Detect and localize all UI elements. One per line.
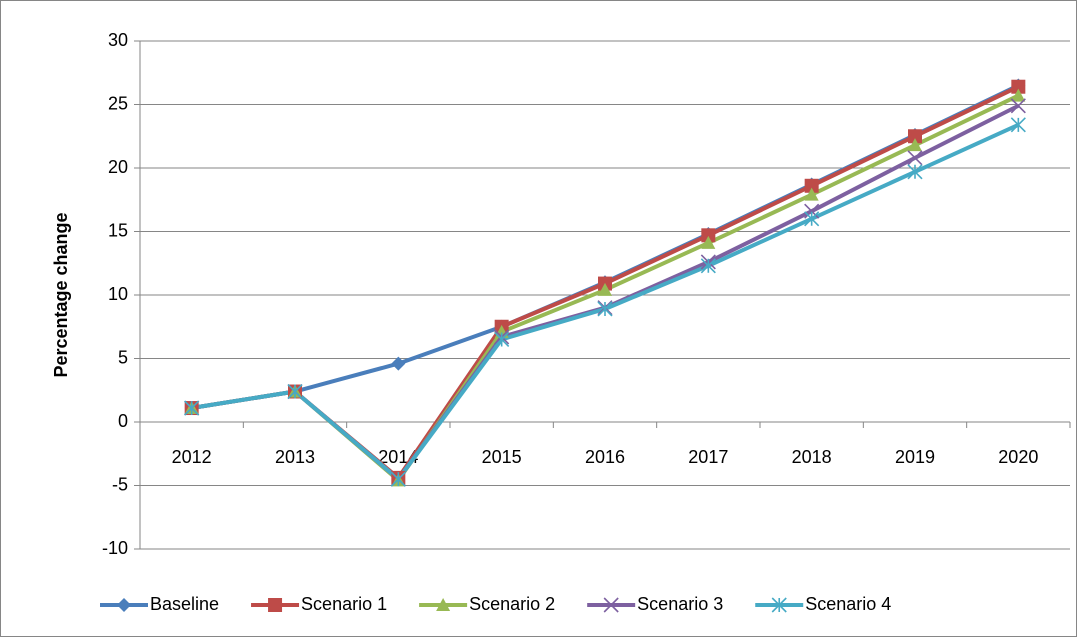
data-point bbox=[1010, 117, 1026, 133]
x-tick-label: 2019 bbox=[895, 447, 935, 467]
legend-label: Scenario 4 bbox=[805, 594, 891, 614]
y-tick-label: 20 bbox=[108, 157, 128, 177]
data-point bbox=[1010, 98, 1026, 114]
y-tick-label: -5 bbox=[112, 474, 128, 494]
data-point bbox=[1011, 88, 1026, 102]
legend-label: Scenario 2 bbox=[469, 594, 555, 614]
data-point bbox=[908, 129, 922, 144]
data-point bbox=[598, 282, 612, 296]
x-tick-label: 2012 bbox=[172, 447, 212, 467]
data-point bbox=[1011, 79, 1026, 94]
x-tick-label: 2020 bbox=[998, 447, 1038, 467]
x-tick-label: 2016 bbox=[585, 447, 625, 467]
x-tick-label: 2018 bbox=[792, 447, 832, 467]
x-tick-label: 2015 bbox=[482, 447, 522, 467]
data-point bbox=[907, 150, 923, 166]
data-point bbox=[391, 356, 406, 371]
y-tick-label: 15 bbox=[108, 220, 128, 240]
legend-marker bbox=[117, 598, 131, 612]
y-tick-label: 0 bbox=[118, 411, 128, 431]
legend-label: Scenario 3 bbox=[637, 594, 723, 614]
legend-marker bbox=[603, 597, 619, 613]
y-tick-label: 10 bbox=[108, 284, 128, 304]
data-point bbox=[287, 383, 303, 400]
y-tick-label: 25 bbox=[108, 93, 128, 113]
data-point bbox=[494, 331, 510, 348]
legend-item: Scenario 2 bbox=[419, 594, 555, 614]
legend-marker bbox=[268, 598, 283, 612]
data-point bbox=[700, 258, 716, 274]
data-point bbox=[701, 235, 716, 249]
y-tick-label: -10 bbox=[102, 538, 128, 558]
data-point bbox=[390, 471, 406, 487]
data-point bbox=[804, 203, 820, 219]
legend-item: Baseline bbox=[100, 594, 219, 614]
legend-label: Scenario 1 bbox=[301, 594, 387, 614]
data-point bbox=[701, 228, 716, 243]
data-point bbox=[184, 400, 200, 416]
legend-marker bbox=[436, 598, 451, 611]
data-point bbox=[908, 138, 922, 152]
y-tick-label: 30 bbox=[108, 30, 128, 50]
data-point bbox=[804, 211, 820, 227]
data-point bbox=[804, 178, 819, 193]
legend-label: Baseline bbox=[150, 594, 219, 614]
legend-item: Scenario 4 bbox=[755, 594, 891, 614]
legend-marker bbox=[771, 597, 787, 613]
data-point bbox=[494, 324, 509, 338]
legend-item: Scenario 3 bbox=[587, 594, 723, 614]
y-axis-title: Percentage change bbox=[51, 212, 71, 377]
data-point bbox=[804, 187, 819, 201]
data-point bbox=[907, 164, 923, 180]
data-point bbox=[597, 301, 613, 317]
y-tick-label: 5 bbox=[118, 347, 128, 367]
legend-item: Scenario 1 bbox=[251, 594, 387, 614]
x-tick-label: 2017 bbox=[688, 447, 728, 467]
x-tick-label: 2013 bbox=[275, 447, 315, 467]
